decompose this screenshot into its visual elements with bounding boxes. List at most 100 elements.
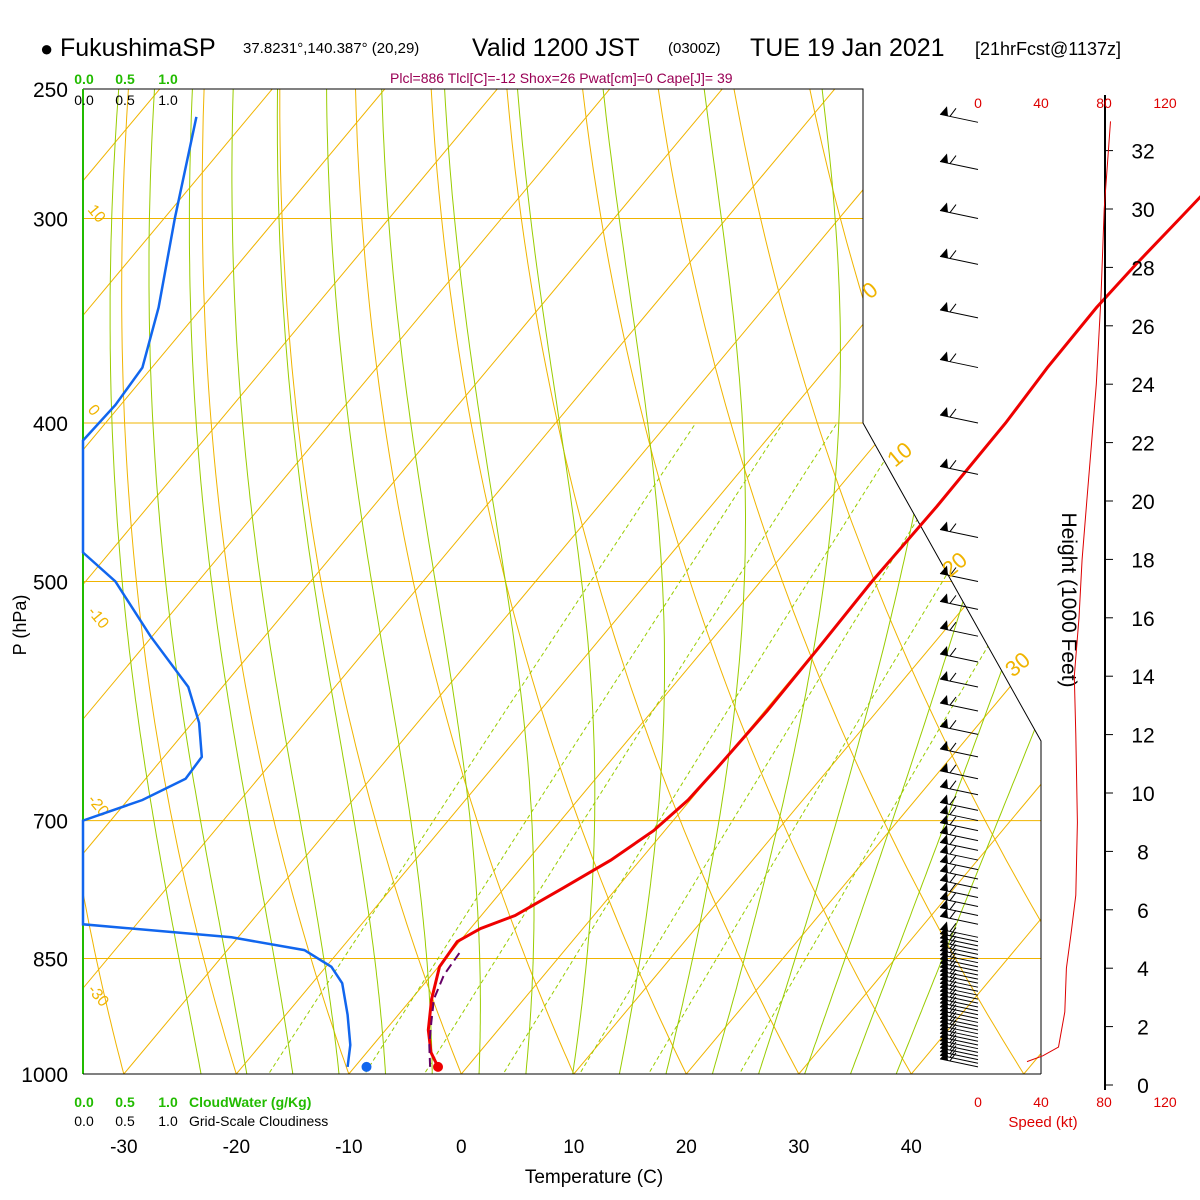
wind-barb-pennant bbox=[940, 740, 948, 751]
mixing-ratio-label: 8 bbox=[556, 1098, 573, 1117]
wind-barb-pennant bbox=[940, 824, 948, 835]
wind-barb-feather bbox=[949, 845, 957, 855]
dry-adiabat bbox=[354, 89, 590, 1074]
wind-barb-feather bbox=[949, 303, 957, 313]
speed-tick-top: 40 bbox=[1033, 95, 1049, 111]
mixing-ratio-label: 20 bbox=[716, 1093, 739, 1116]
height-tick-label: 2 bbox=[1137, 1017, 1149, 1040]
wind-barb-pennant bbox=[940, 458, 948, 469]
wind-barb bbox=[939, 908, 979, 925]
wind-barb-feather bbox=[949, 353, 957, 362]
moist-adiabat bbox=[836, 89, 1041, 1074]
wind-barb-feather bbox=[949, 816, 957, 825]
wind-barb-feather bbox=[949, 523, 957, 532]
temperature-tick-label: 40 bbox=[901, 1137, 922, 1158]
wind-barb-feather bbox=[949, 696, 957, 706]
wind-barb-pennant bbox=[940, 794, 948, 805]
isotherm-line bbox=[94, 89, 1041, 1074]
wind-barb-pennant bbox=[940, 301, 948, 312]
temperature-tick-label: 30 bbox=[788, 1137, 809, 1158]
wind-barb-feather bbox=[949, 647, 957, 657]
cloud-water-profile bbox=[81, 116, 372, 1072]
wind-barb-pennant bbox=[940, 908, 948, 919]
wind-barb bbox=[939, 351, 979, 369]
wind-barb-pennant bbox=[940, 881, 948, 892]
wind-barb-pennant bbox=[940, 718, 948, 729]
wind-barb-pennant bbox=[940, 106, 948, 117]
mixing-ratio-line bbox=[485, 422, 909, 1074]
height-tick-label: 6 bbox=[1137, 900, 1149, 923]
cloudiness-tick-top: 0.5 bbox=[115, 92, 135, 108]
wind-barb-feather bbox=[949, 567, 957, 576]
moist-adiabat bbox=[439, 89, 535, 1074]
temperature-tick-label: -20 bbox=[223, 1137, 250, 1158]
moist-adiabat bbox=[188, 89, 298, 1074]
temperature-tick-label: 0 bbox=[456, 1137, 467, 1158]
temperature-axis-label: Temperature (C) bbox=[525, 1167, 663, 1188]
utc-time: (0300Z) bbox=[668, 40, 721, 57]
speed-tick-bottom: 0 bbox=[974, 1094, 982, 1110]
cloudwater-tick-bottom: 1.0 bbox=[158, 1094, 178, 1110]
wind-barb bbox=[939, 670, 979, 688]
height-tick-label: 28 bbox=[1131, 257, 1154, 280]
wind-barb bbox=[939, 814, 979, 832]
wind-barb-feather bbox=[949, 764, 957, 774]
height-tick-label: 12 bbox=[1131, 725, 1154, 748]
isotherm-line bbox=[319, 89, 1041, 1074]
wind-barb-feather bbox=[949, 595, 957, 604]
wind-barb-pennant bbox=[940, 872, 948, 883]
dewpoint-line bbox=[428, 949, 463, 1067]
cloudiness-tick-top: 1.0 bbox=[158, 92, 178, 108]
cloudwater-tick-top: 1.0 bbox=[158, 71, 178, 87]
wind-barb-pennant bbox=[940, 351, 948, 362]
moist-adiabat bbox=[148, 89, 253, 1074]
speed-tick-top: 80 bbox=[1096, 95, 1112, 111]
speed-tick-bottom: 80 bbox=[1096, 1094, 1112, 1110]
speed-axis-label: Speed (kt) bbox=[1008, 1114, 1077, 1131]
wind-barb-feather bbox=[949, 836, 957, 845]
wind-barb-feather bbox=[949, 408, 957, 418]
wind-speed-line bbox=[1026, 121, 1111, 1063]
dry-adiabat bbox=[279, 89, 476, 1074]
wind-barb-pennant bbox=[940, 202, 948, 213]
wind-barb-feather bbox=[949, 883, 957, 892]
speed-tick-top: 120 bbox=[1153, 95, 1177, 111]
wind-barb bbox=[939, 695, 979, 712]
moist-adiabat bbox=[791, 89, 1041, 1074]
isotherm-line bbox=[0, 0, 67, 1109]
isotherm-line bbox=[994, 89, 1041, 1074]
height-axis-label: Height (1000 Feet) bbox=[1057, 512, 1080, 687]
mixing-ratio-label: 3 bbox=[400, 1098, 417, 1117]
station-marker: ● bbox=[40, 36, 54, 61]
isotherm-line bbox=[431, 89, 1041, 1074]
height-tick-label: 4 bbox=[1137, 958, 1149, 981]
speed-tick-bottom: 120 bbox=[1153, 1094, 1177, 1110]
wind-barb bbox=[939, 593, 979, 610]
wind-barb bbox=[939, 718, 979, 735]
stability-indices: Plcl=886 Tlcl[C]=-12 Shox=26 Pwat[cm]=0 … bbox=[390, 70, 733, 86]
speed-tick-top: 0 bbox=[974, 95, 982, 111]
frame-right-edge bbox=[83, 88, 1042, 1074]
wind-barb-pennant bbox=[940, 863, 948, 874]
cloudiness-tick-bottom: 0.5 bbox=[115, 1113, 135, 1129]
wind-barb-feather bbox=[949, 864, 957, 874]
wind-barb bbox=[939, 890, 979, 908]
isotherm-label: -30 bbox=[84, 982, 112, 1011]
dry-adiabat bbox=[121, 89, 248, 1074]
temperature-tick-label: 10 bbox=[563, 1137, 584, 1158]
moist-adiabat bbox=[326, 89, 433, 1074]
wind-barb-pennant bbox=[940, 248, 948, 259]
isotherm-line bbox=[544, 89, 1041, 1074]
wind-barb bbox=[939, 881, 979, 898]
valid-time: Valid 1200 JST bbox=[472, 34, 640, 62]
wind-barb-pennant bbox=[940, 778, 948, 789]
dry-adiabat bbox=[0, 0, 19, 1109]
pressure-tick-label: 1000 bbox=[21, 1064, 68, 1087]
pressure-tick-label: 500 bbox=[33, 572, 68, 595]
wind-barb bbox=[939, 853, 979, 871]
mixing-ratio-line bbox=[406, 422, 838, 1074]
pressure-tick-label: 850 bbox=[33, 949, 68, 972]
wind-barb bbox=[939, 872, 979, 889]
wind-barb-pennant bbox=[940, 695, 948, 706]
